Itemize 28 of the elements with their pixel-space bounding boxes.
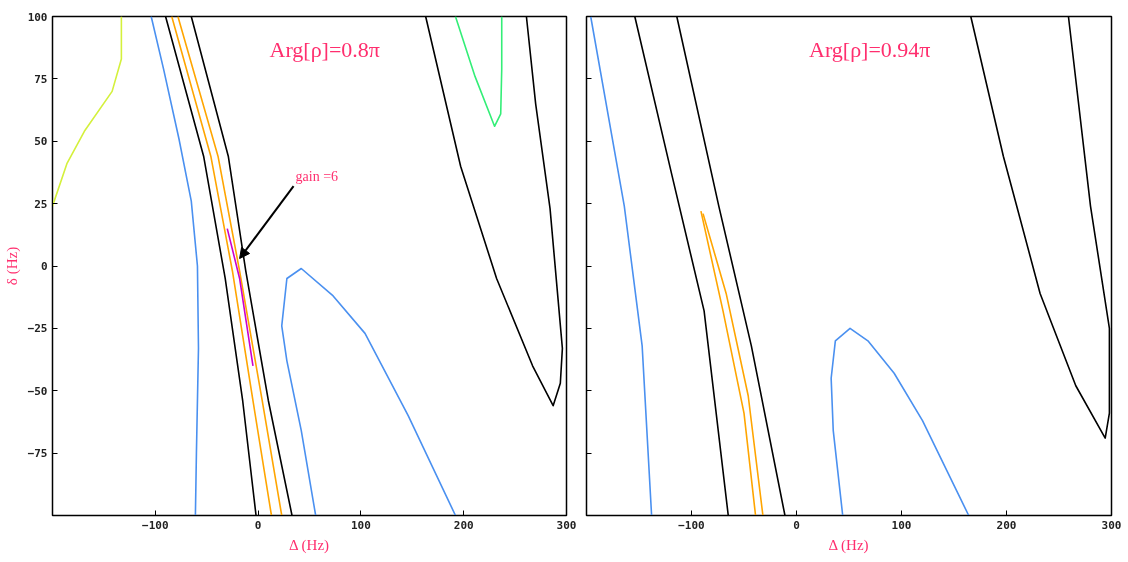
text: Arg[ρ]=0.94π: [809, 36, 931, 62]
y-tick-label: 75: [34, 72, 48, 86]
x-tick-label: 200: [996, 518, 1017, 532]
x-tick-label: −100: [142, 518, 169, 532]
y-tick-label: 0: [40, 260, 48, 273]
y-tick-label: 50: [34, 135, 48, 149]
line-series: [52, 16, 123, 207]
x-tick-label: 0: [254, 518, 262, 532]
line-series: [150, 16, 200, 516]
text: Arg[ρ]=0.8π: [269, 36, 380, 62]
x-tick-label: 200: [453, 518, 474, 532]
y-axis-title: δ (Hz): [3, 246, 21, 286]
line-series: [454, 16, 503, 128]
x-tick-label: −100: [678, 518, 705, 532]
y-tick-label: 25: [34, 197, 48, 211]
line-series: [280, 267, 457, 516]
y-tick-label: 100: [27, 10, 48, 24]
x-axis-title: Δ (Hz): [828, 536, 869, 554]
annotation: gain =6: [295, 169, 339, 185]
y-tick-label: −25: [27, 322, 48, 336]
y-tick-label: −75: [27, 447, 48, 461]
x-tick-label: 100: [350, 518, 371, 532]
y-tick-label: −50: [27, 384, 48, 398]
x-tick-label: 300: [1101, 518, 1122, 532]
x-tick-label: 100: [891, 518, 912, 532]
x-tick-label: 0: [793, 518, 800, 532]
x-tick-label: 300: [556, 518, 577, 532]
x-axis-title: Δ (Hz): [289, 536, 330, 554]
